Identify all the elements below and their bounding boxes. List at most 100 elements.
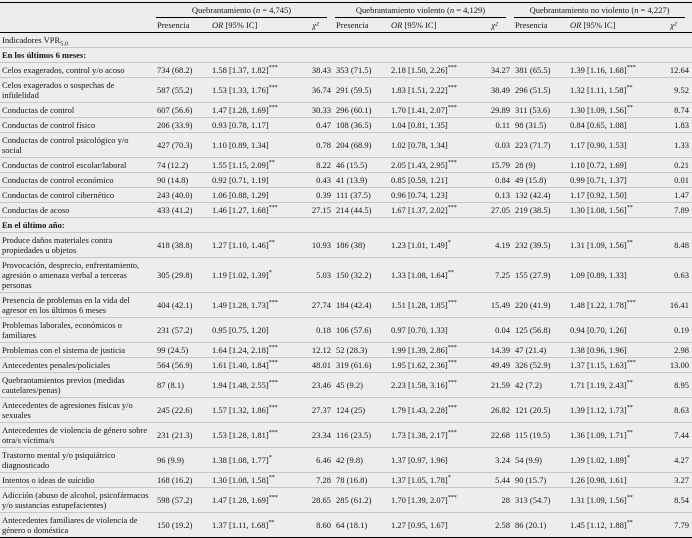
table-row: Problemas con el sistema de justicia 99 (… [0, 343, 692, 358]
row-label: Celos exagerados o sospechas de infideli… [2, 80, 115, 100]
table-row: Quebrantamientos previos (medidas cautel… [0, 373, 692, 398]
cell-chi-square: 23.46 [311, 380, 332, 390]
or-value: 1.49 [1.28, 1.73] [212, 300, 269, 310]
cell-or-ci: 2.05 [1.43, 2.95]*** [389, 158, 477, 173]
cell-presencia: 319 (61.6) [336, 360, 372, 370]
cell-chi-square: 30.33 [311, 105, 332, 115]
or-value: 0.97 [0.70, 1.33] [391, 325, 448, 335]
section-header-row: En el último año: [0, 218, 692, 233]
significance-stars: *** [447, 379, 457, 387]
cell-presencia: 311 (53.6) [515, 105, 551, 115]
cell-or-ci: 2.18 [1.50, 2.26]*** [389, 63, 477, 78]
significance-stars: * [268, 454, 272, 462]
table-row: Celos exagerados, control y/o acoso 734 (… [0, 63, 692, 78]
cell-chi-square: 27.74 [311, 300, 332, 310]
cell-chi-square: 38.49 [490, 85, 511, 95]
cell-or-ci: 1.30 [1.08, 1.56]** [568, 203, 656, 218]
row-label: Provocación, desprecio, enfrentamiento, … [2, 260, 140, 290]
cell-or-ci: 1.61 [1.40, 1.84]*** [210, 358, 298, 373]
or-value: 1.02 [0.78, 1.34] [391, 140, 448, 150]
cell-presencia: 96 (9.9) [157, 455, 184, 465]
cell-chi-square: 0.13 [495, 190, 511, 200]
significance-stars: ** [447, 269, 454, 277]
cell-or-ci: 1.37 [1.15, 1.63]*** [568, 358, 656, 373]
cell-chi-square: 13.00 [669, 360, 690, 370]
cell-chi-square: 0.21 [674, 160, 690, 170]
cell-or-ci: 1.27 [0.95, 1.67] [389, 513, 477, 538]
or-value: 2.18 [1.50, 2.26] [391, 65, 448, 75]
cell-presencia: 132 (42.4) [515, 190, 551, 200]
cell-chi-square: 0.43 [316, 175, 332, 185]
cell-chi-square: 8.74 [674, 105, 690, 115]
cell-chi-square: 0.78 [316, 140, 332, 150]
significance-stars: *** [268, 494, 278, 502]
cell-chi-square: 8.54 [674, 495, 690, 505]
or-value: 0.96 [0.74, 1.23] [391, 190, 448, 200]
significance-stars: *** [268, 299, 278, 307]
row-label: Conductas de control económico [2, 175, 114, 185]
or-value: 0.99 [0.71, 1.37] [570, 175, 627, 185]
or-value: 1.57 [1.32, 1.86] [212, 405, 269, 415]
cell-presencia: 111 (37.5) [336, 190, 371, 200]
significance-stars: ** [626, 404, 633, 412]
cell-or-ci: 1.73 [1.38, 2.17]*** [389, 423, 477, 448]
cell-chi-square: 29.89 [490, 105, 511, 115]
cell-presencia: 313 (54.7) [515, 495, 551, 505]
group-title-quebrantamiento-violento: Quebrantamiento violento (n = 4,129) [335, 3, 507, 18]
cell-presencia: 86 (20.1) [515, 520, 547, 530]
cell-chi-square: 36.74 [311, 85, 332, 95]
significance-stars: ** [626, 379, 633, 387]
cell-chi-square: 0.39 [316, 190, 332, 200]
or-value: 1.06 [0.88, 1.29] [212, 190, 269, 200]
significance-stars: *** [447, 494, 457, 502]
cell-or-ci: 2.23 [1.58, 3.16]*** [389, 373, 477, 398]
table-row: Conductas de control físico 206 (33.9) 0.9… [0, 118, 692, 133]
cell-presencia: 305 (29.8) [157, 270, 193, 280]
significance-stars: *** [447, 429, 457, 437]
or-value: 1.38 [1.08, 1.77] [212, 455, 269, 465]
table-row: Provocación, desprecio, enfrentamiento, … [0, 258, 692, 293]
col-header-or-ci: OR [95% IC] [210, 18, 298, 33]
table-row: Conductas de control psicológico y/o soc… [0, 133, 692, 158]
or-label: OR [570, 20, 582, 30]
group-header-quebrantamiento-no-violento: Quebrantamiento no violento (n = 4,227) [513, 2, 692, 18]
cell-presencia: 150 (32.2) [336, 270, 372, 280]
significance-stars: *** [447, 84, 457, 92]
or-value: 1.19 [1.02, 1.39] [212, 270, 269, 280]
cell-presencia: 168 (16.2) [157, 475, 193, 485]
cell-presencia: 49 (15.8) [515, 175, 547, 185]
cell-chi-square: 22.68 [490, 430, 511, 440]
cell-chi-square: 38.43 [311, 65, 332, 75]
significance-stars: ** [268, 159, 275, 167]
cell-presencia: 186 (38) [336, 240, 366, 250]
cell-presencia: 90 (14.8) [157, 175, 189, 185]
cell-presencia: 734 (68.2) [157, 65, 193, 75]
or-value: 1.64 [1.24, 2.18] [212, 345, 269, 355]
or-value: 2.05 [1.43, 2.95] [391, 160, 448, 170]
row-label: Conductas de control psicológico y/o soc… [2, 135, 129, 155]
cell-or-ci: 1.04 [0.81, 1.35] [389, 118, 477, 133]
cell-or-ci: 1.95 [1.62, 2.36]*** [389, 358, 477, 373]
or-value: 1.67 [1.37, 2.02] [391, 205, 448, 215]
cell-chi-square: 5.03 [316, 270, 332, 280]
or-value: 0.84 [0.65, 1.08] [570, 120, 627, 130]
cell-or-ci: 1.32 [1.11, 1.58]** [568, 78, 656, 103]
significance-stars: * [447, 474, 451, 482]
or-value: 1.53 [1.28, 1.81] [212, 430, 269, 440]
or-label: OR [212, 20, 224, 30]
cell-chi-square: 1.47 [674, 190, 690, 200]
row-label: Problemas laborales, económicos o famili… [2, 320, 122, 340]
or-value: 1.58 [1.37, 1.82] [212, 65, 269, 75]
cell-or-ci: 0.99 [0.71, 1.37] [568, 173, 656, 188]
cell-chi-square: 4.19 [495, 240, 511, 250]
cell-or-ci: 1.31 [1.09, 1.56]** [568, 488, 656, 513]
group-header-spacer [0, 2, 155, 18]
cell-chi-square: 23.34 [311, 430, 332, 440]
significance-stars: *** [447, 64, 457, 72]
cell-presencia: 47 (21.4) [515, 345, 547, 355]
significance-stars: ** [626, 84, 633, 92]
cell-presencia: 184 (42.4) [336, 300, 372, 310]
significance-stars: *** [268, 104, 278, 112]
